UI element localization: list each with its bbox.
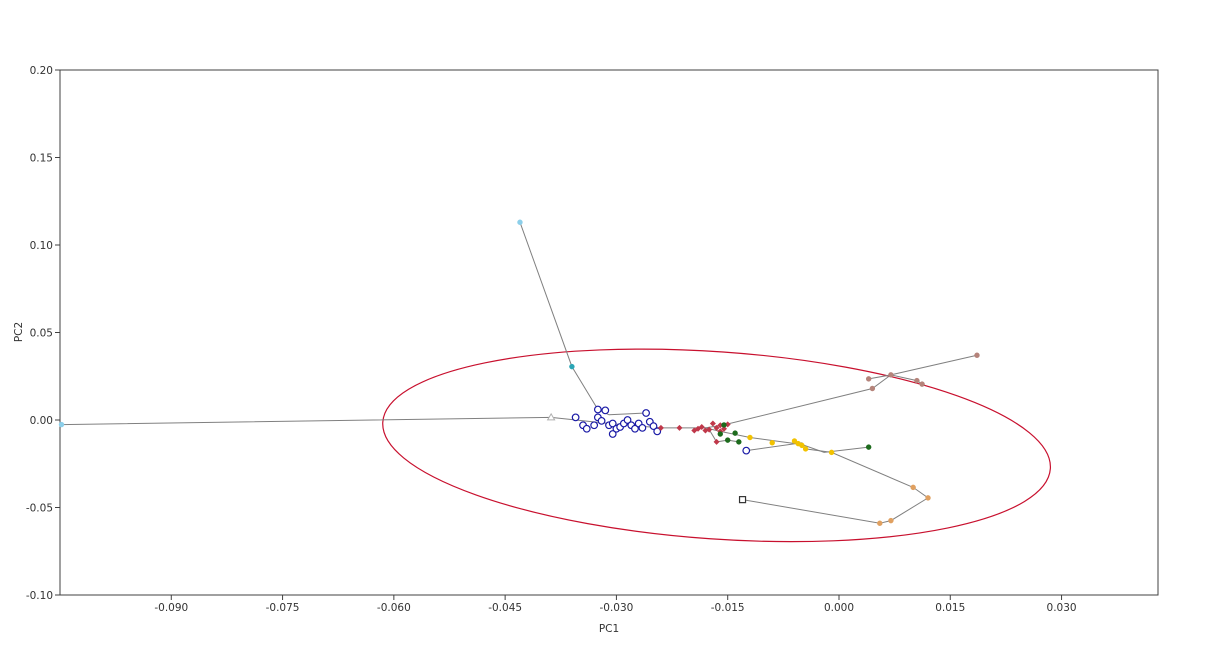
data-point [721,422,727,428]
data-point [769,440,775,446]
data-point [653,427,662,436]
data-point [736,439,742,445]
data-point [582,424,591,433]
y-tick-label: 0.10 [30,240,53,252]
data-point [717,431,723,437]
data-point [914,377,920,384]
data-point [910,484,916,491]
data-point [58,421,65,428]
y-tick-label: -0.05 [26,503,53,515]
data-point [742,446,751,455]
data-point [828,449,835,456]
axes-layer: -0.090 -0.075 -0.060 -0.045 -0.030 -0.015 0.00… [26,65,1077,614]
data-point [720,425,727,432]
x-tick-label: -0.030 [599,602,633,614]
data-point [608,419,617,428]
data-point [649,422,658,431]
x-tick-label: -0.060 [377,602,411,614]
data-point [709,420,716,427]
trajectory-line [708,429,739,443]
data-point [590,421,599,430]
data-point [888,517,894,524]
x-axis-label: PC1 [599,623,619,635]
confidence-ellipse [382,348,1052,543]
data-point [974,352,980,358]
data-point [593,405,602,414]
data-point [569,363,575,370]
y-axis-label: PC2 [13,322,25,342]
y-tick-label: 0.20 [30,65,53,77]
data-point [802,446,809,452]
data-point [676,424,683,431]
data-point [732,430,738,436]
data-point [919,381,925,387]
x-tick-label: -0.045 [488,602,522,614]
data-point [713,424,720,431]
data-point [608,430,617,438]
data-point [571,413,580,422]
data-point [706,426,713,433]
y-tick-label: 0.05 [30,328,53,340]
confidence-ellipse-layer [382,348,1052,543]
x-tick-label: -0.090 [154,602,188,614]
data-point [546,412,556,421]
data-point [747,434,753,441]
y-tick-label: 0.00 [30,415,53,427]
data-point [623,416,632,424]
data-point [698,424,705,430]
x-tick-label: -0.075 [266,602,300,614]
x-tick-label: 0.030 [1047,602,1077,614]
data-point [865,376,872,382]
data-point [799,442,805,449]
trajectory-lines-layer [61,222,978,524]
trajectory-line [519,222,647,416]
data-point [925,495,931,501]
trajectory-line [742,442,929,524]
data-point [657,424,664,431]
x-tick-label: -0.015 [711,602,745,614]
data-point [597,416,606,425]
data-point [869,385,876,392]
x-tick-label: 0.015 [935,602,965,614]
data-point [738,496,747,504]
data-point [517,219,523,225]
data-point [638,423,647,432]
data-point [713,438,720,445]
data-point [888,372,894,378]
trajectory-line [868,374,923,385]
data-point [877,520,883,526]
data-point [601,406,610,415]
data-point [725,437,731,443]
x-tick-label: 0.000 [824,602,854,614]
data-point [642,409,650,417]
y-tick-label: 0.15 [30,153,53,165]
y-tick-label: -0.10 [26,590,53,602]
data-point [631,424,639,433]
data-point [865,444,872,450]
data-points-layer [58,219,980,526]
